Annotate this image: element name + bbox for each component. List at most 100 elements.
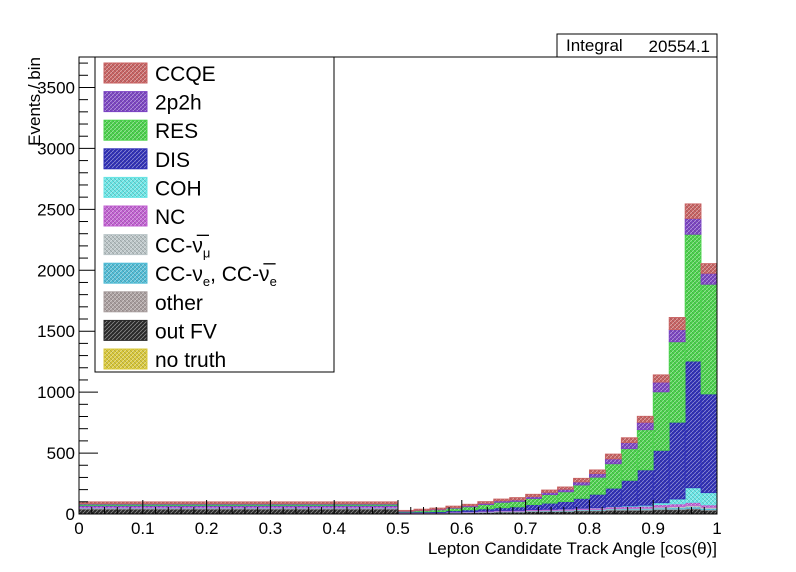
legend-swatch	[103, 148, 148, 170]
x-tick-label: 0.8	[578, 519, 602, 538]
legend-entry: RES	[103, 119, 198, 143]
bar	[620, 442, 638, 450]
bar	[78, 508, 144, 515]
y-tick-label: 2000	[37, 261, 75, 280]
legend-swatch	[103, 319, 148, 341]
legend-label: CCQE	[155, 63, 216, 86]
bar	[604, 509, 622, 515]
legend: CCQE 2p2h RES DIS COH NC CC-ν̅μCC-νe, CC-ν̅e ot…	[94, 56, 335, 373]
bar	[668, 503, 686, 507]
bar	[700, 492, 718, 506]
bar	[668, 341, 686, 423]
legend-entry: 2p2h	[103, 91, 202, 115]
bar	[700, 509, 718, 515]
x-tick-label: 0.7	[514, 519, 538, 538]
bar	[652, 509, 670, 515]
bar	[652, 381, 670, 393]
bar	[684, 502, 702, 506]
stats-box: Integral 20554.1	[556, 33, 718, 58]
x-tick-label: 1	[712, 519, 721, 538]
bar	[573, 477, 590, 483]
legend-swatch	[103, 62, 148, 84]
bar	[604, 458, 622, 465]
x-tick-label: 0.9	[641, 519, 665, 538]
bar	[589, 493, 606, 509]
bar	[604, 463, 622, 489]
bar	[461, 503, 479, 507]
legend-label: NC	[155, 206, 185, 229]
bar	[684, 203, 702, 219]
bar	[668, 509, 686, 515]
bar	[684, 487, 702, 503]
bar	[557, 501, 574, 510]
bar	[557, 491, 574, 502]
x-tick-label: 0.6	[450, 519, 474, 538]
legend-label: COH	[155, 177, 202, 200]
bar	[636, 429, 654, 471]
bar	[700, 393, 718, 494]
bar	[429, 507, 447, 510]
bar	[652, 391, 670, 451]
x-tick-label: 0.1	[131, 519, 155, 538]
bar	[541, 502, 558, 510]
legend-swatch	[103, 262, 148, 284]
legend-swatch	[103, 348, 148, 370]
bar	[509, 497, 526, 501]
bar	[557, 486, 574, 490]
bar	[477, 504, 495, 510]
bar	[684, 233, 702, 362]
bar	[206, 501, 271, 505]
bar	[397, 509, 415, 512]
bar	[589, 469, 606, 474]
legend-swatch	[103, 119, 148, 141]
bar	[700, 263, 718, 274]
y-tick-label: 2500	[37, 200, 75, 219]
bar	[509, 501, 526, 508]
x-axis-title: Lepton Candidate Track Angle [cos(θ)]	[428, 539, 717, 558]
bar	[525, 498, 542, 506]
bar	[668, 329, 686, 343]
y-tick-label: 500	[47, 444, 75, 463]
bar	[493, 501, 511, 509]
bar	[636, 469, 654, 506]
bar	[700, 283, 718, 395]
legend-swatch	[103, 234, 148, 256]
legend-swatch	[103, 91, 148, 113]
bar	[541, 489, 558, 493]
x-tick-label: 0.5	[386, 519, 410, 538]
bar	[78, 501, 144, 505]
x-tick-label: 0	[74, 519, 83, 538]
bar	[636, 415, 654, 423]
bar	[620, 448, 638, 481]
series-res	[78, 233, 718, 513]
bar	[541, 494, 558, 504]
y-tick-label: 1000	[37, 383, 75, 402]
bar	[525, 493, 542, 498]
bar	[573, 481, 590, 486]
bar	[652, 374, 670, 383]
bar	[620, 437, 638, 443]
legend-entry: other	[103, 291, 203, 315]
bar	[636, 421, 654, 431]
legend-entry: COH	[103, 176, 202, 200]
bar	[493, 498, 511, 502]
bar	[604, 453, 622, 460]
bar	[206, 508, 271, 515]
bar	[573, 498, 590, 509]
legend-entry: NC	[103, 205, 185, 229]
series-dis	[78, 360, 718, 514]
bar	[652, 449, 670, 504]
bar	[445, 505, 463, 509]
legend-entry: CC-ν̅μ	[103, 234, 210, 261]
bar	[589, 473, 606, 478]
legend-label: no truth	[155, 349, 226, 372]
bars-layer	[78, 203, 718, 515]
legend-label: out FV	[155, 320, 217, 343]
bar	[668, 421, 686, 500]
bar	[700, 272, 718, 285]
bar	[604, 487, 622, 507]
bar	[413, 508, 431, 511]
bar	[589, 476, 606, 495]
bar	[620, 479, 638, 507]
legend-label: CC-νe, CC-ν̅e	[155, 263, 277, 289]
